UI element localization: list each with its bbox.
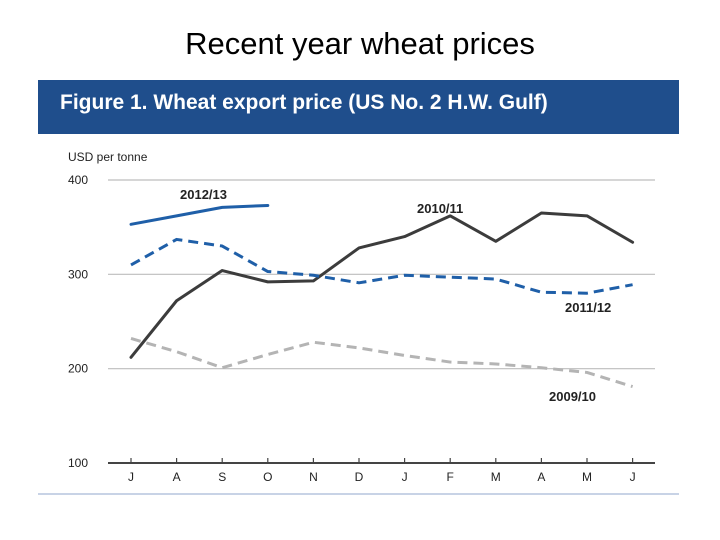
slide-title: Recent year wheat prices [185,26,535,61]
series-label-2011-12: 2011/12 [565,300,611,315]
series-label-2009-10: 2009/10 [549,389,596,404]
y-tick-label: 100 [68,456,88,470]
y-tick-label: 300 [68,267,88,281]
y-axis-unit-label: USD per tonne [68,150,148,164]
series-line-2009-10 [130,337,634,389]
x-tick-label: J [402,470,408,484]
x-tick-label: S [218,470,226,484]
gridlines [108,179,655,464]
series-labels: 2012/13 2010/11 2011/12 2009/10 [180,187,611,404]
x-tick-label: D [355,470,364,484]
series-label-2010-11: 2010/11 [417,201,463,216]
y-tick-label: 200 [68,362,88,376]
x-tick-label: J [630,470,636,484]
bottom-rule [38,493,679,495]
x-tick-label: O [263,470,272,484]
series-label-2012-13: 2012/13 [180,187,227,202]
x-tick-label: F [447,470,454,484]
series-line-2011-12 [130,237,633,295]
x-tick-label: J [128,470,134,484]
figure-banner: Figure 1. Wheat export price (US No. 2 H… [38,80,679,134]
figure-title: Figure 1. Wheat export price (US No. 2 H… [60,91,548,114]
x-tick-label: M [491,470,501,484]
y-tick-label: 400 [68,173,88,187]
series-lines [129,203,635,389]
axis-ticks: 100 200 300 400 J A S O N D J F M A M J [68,173,636,484]
x-tick-label: N [309,470,318,484]
series-line-2010-11 [129,211,635,359]
series-line-2012-13 [129,203,270,226]
x-tick-label: A [173,470,181,484]
x-tick-label: A [537,470,545,484]
x-tick-label: M [582,470,592,484]
